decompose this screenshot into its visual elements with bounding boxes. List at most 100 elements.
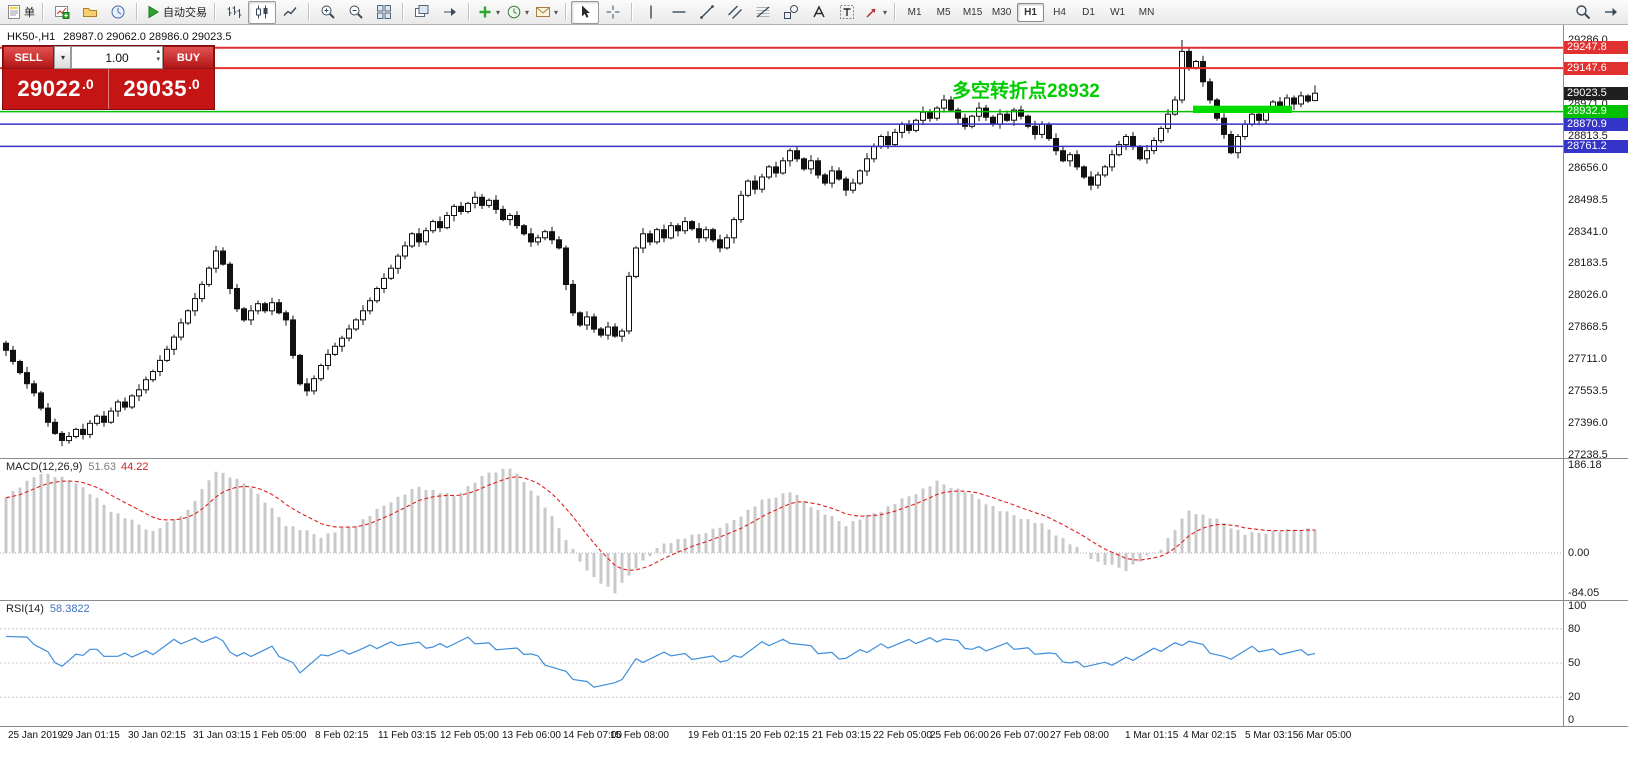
chevron-down-icon: ▾ [496, 7, 501, 17]
cursor-button[interactable] [571, 0, 600, 24]
vline-icon [643, 4, 659, 20]
timeframe-button-MN[interactable]: MN [1138, 6, 1155, 18]
channel-button[interactable] [721, 1, 749, 24]
shapes-icon [783, 4, 799, 20]
time-axis-label: 26 Feb 07:00 [990, 730, 1049, 741]
shapes-button[interactable] [777, 1, 805, 24]
new-chart-icon [54, 4, 70, 20]
one-click-trading-panel: SELL ▾ 1.00 ▴ ▾ BUY 29022.0 29035.0 [2, 45, 215, 110]
level-price-tag: 28761.2 [1564, 139, 1628, 153]
chevron-down-icon: ▾ [60, 53, 65, 62]
pivot-zone-rectangle[interactable] [1193, 105, 1292, 113]
time-axis-label: 30 Jan 02:15 [128, 730, 186, 741]
text-button[interactable] [805, 1, 833, 24]
support-resistance-lines[interactable] [0, 46, 1563, 148]
crosshair-button[interactable] [599, 1, 627, 24]
time-axis-label: 27 Feb 08:00 [1050, 730, 1109, 741]
volume-field[interactable]: 1.00 ▴ ▾ [71, 46, 163, 69]
trendline-icon [699, 4, 715, 20]
templates-button[interactable]: ▾ [532, 1, 561, 24]
sell-button[interactable]: SELL [3, 46, 54, 69]
timeframe-button-M15[interactable]: M15 [962, 6, 983, 18]
timeframe-button-H1[interactable]: H1 [1017, 2, 1045, 22]
rsi-axis-tick: 80 [1568, 622, 1581, 635]
candlestick-chart-button[interactable] [248, 0, 276, 24]
rsi-value: 58.3822 [49, 603, 90, 615]
horizontal-line-button[interactable] [665, 1, 693, 24]
price-axis[interactable]: 29286.0 28971.0 28813.5 28656.0 28498.5 28341… [1564, 25, 1628, 726]
level-price-tag: 29247.8 [1564, 41, 1628, 55]
profiles-button[interactable] [76, 1, 104, 24]
cascade-windows-button[interactable] [408, 1, 436, 24]
time-axis-label: 8 Feb 02:15 [315, 730, 369, 741]
macd-axis-max: 186.18 [1568, 459, 1602, 471]
indicators-button[interactable]: ▾ [474, 1, 503, 24]
price-tick-label: 28341.0 [1568, 225, 1608, 238]
tile-icon [376, 4, 392, 20]
periods-button[interactable]: ▾ [503, 1, 532, 24]
expand-icon [1603, 4, 1619, 20]
toolbar-right-group [1569, 1, 1625, 24]
volume-value: 1.00 [105, 50, 129, 65]
macd-axis-zero: 0.00 [1568, 547, 1590, 559]
time-axis-label: 21 Feb 03:15 [812, 730, 871, 741]
buy-button[interactable]: BUY [163, 46, 214, 69]
zoom-out-button[interactable] [342, 1, 370, 24]
zoom-in-button[interactable] [314, 1, 342, 24]
search-button[interactable] [1569, 1, 1597, 24]
new-order-button[interactable]: 单 [3, 1, 38, 24]
sell-price-display[interactable]: 29022.0 [3, 69, 109, 109]
timeframe-button-M1[interactable]: M1 [907, 6, 922, 18]
price-tick-label: 28813.5 [1568, 129, 1608, 142]
trendline-button[interactable] [693, 1, 721, 24]
toolbar-separator [214, 3, 216, 21]
timeframe-button-D1[interactable]: D1 [1082, 6, 1095, 18]
time-axis-label: 14 Feb 07:00 [563, 730, 622, 741]
price-tick-label: 28656.0 [1568, 161, 1608, 174]
chart-symbol-info: HK50-,H1 28987.0 29062.0 28986.0 29023.5 [7, 31, 232, 43]
fibonacci-button[interactable] [749, 1, 777, 24]
rsi-axis-tick: 20 [1568, 691, 1581, 704]
cascade-icon [414, 4, 430, 20]
trade-options-dropdown[interactable]: ▾ [54, 46, 71, 69]
macd-axis-min: -84.05 [1568, 586, 1600, 599]
rsi-axis-tick: 0 [1568, 714, 1575, 726]
cursor-icon [577, 4, 593, 20]
line-chart-button[interactable] [276, 1, 304, 24]
timeframe-button-W1[interactable]: W1 [1110, 6, 1126, 18]
buy-price-display[interactable]: 29035.0 [109, 69, 214, 109]
time-axis-label: 1 Feb 05:00 [253, 730, 307, 741]
tile-windows-button[interactable] [370, 1, 398, 24]
market-watch-icon [110, 4, 126, 20]
time-axis[interactable]: 25 Jan 2019 29 Jan 01:15 30 Jan 02:15 31 Ja… [0, 727, 1563, 747]
vertical-line-button[interactable] [637, 1, 665, 24]
market-watch-button[interactable] [104, 1, 132, 24]
timeframe-button-M30[interactable]: M30 [991, 6, 1012, 18]
timeframe-button-M5[interactable]: M5 [936, 6, 951, 18]
rsi-axis-tick: 50 [1568, 657, 1581, 669]
rsi-indicator-label: RSI(14) 58.3822 [6, 603, 90, 615]
time-axis-label: 15 Feb 08:00 [610, 730, 669, 741]
time-axis-label: 29 Jan 01:15 [62, 730, 120, 741]
fibo-icon [755, 4, 771, 20]
shift-icon [442, 4, 458, 20]
price-tick-label: 28498.5 [1568, 193, 1608, 206]
scroll-to-end-button[interactable] [1597, 1, 1625, 24]
current-price-tag: 29023.5 [1564, 86, 1628, 100]
spinner-up-icon[interactable]: ▴ [156, 48, 160, 55]
order-icon [6, 4, 22, 20]
timeframe-button-H4[interactable]: H4 [1053, 6, 1066, 18]
spinner-down-icon[interactable]: ▾ [156, 56, 160, 63]
bar-chart-button[interactable] [220, 1, 248, 24]
autotrading-button[interactable]: 自动交易 [142, 1, 210, 24]
text-label-button[interactable] [833, 1, 861, 24]
zoom-in-icon [320, 4, 336, 20]
new-chart-button[interactable] [48, 1, 76, 24]
price-tick-label: 28183.5 [1568, 257, 1608, 270]
volume-spinner[interactable]: ▴ ▾ [156, 48, 160, 64]
toolbar-separator [42, 3, 44, 21]
arrow-objects-button[interactable]: ▾ [861, 1, 890, 24]
bars-icon [226, 4, 242, 20]
chart-shift-button[interactable] [436, 1, 464, 24]
price-tick-label: 28026.0 [1568, 289, 1608, 302]
